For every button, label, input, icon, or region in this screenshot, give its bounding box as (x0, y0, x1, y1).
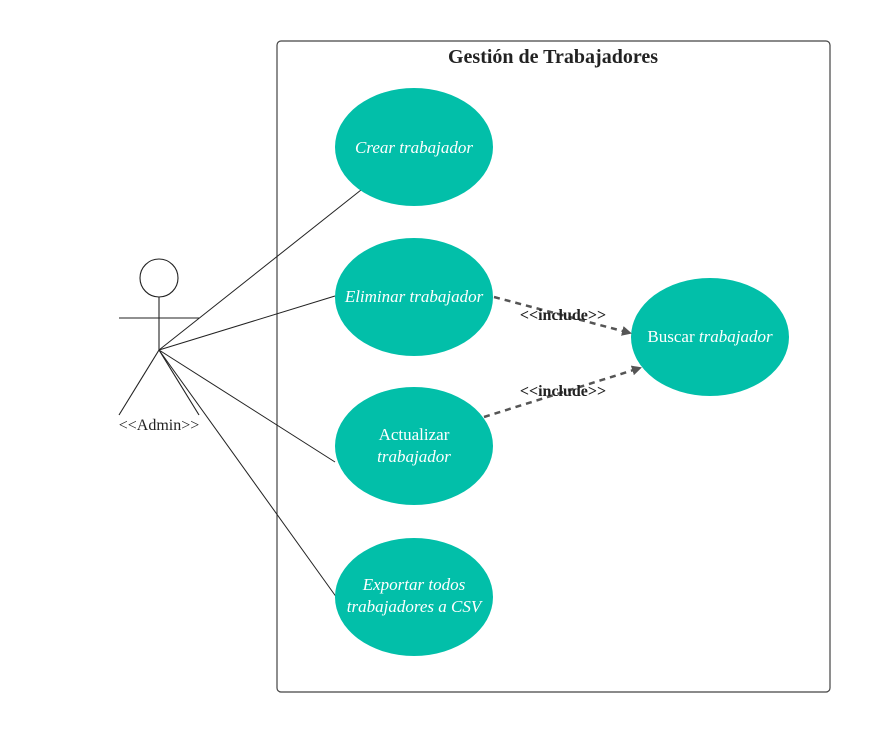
use-case-buscar-label: Buscar trabajador (647, 327, 773, 346)
association-eliminar (158, 295, 336, 351)
include-label-eliminar: <<include>> (520, 307, 606, 324)
use-case-exportar-csv (335, 538, 493, 656)
use-case-buscar-label-plain: Buscar (647, 327, 698, 346)
use-case-buscar-trabajador (631, 278, 789, 396)
use-case-eliminar-label: Eliminar trabajador (344, 287, 484, 306)
actor-label: <<Admin>> (119, 417, 200, 434)
include-arrow-actualizar-buscar (483, 365, 642, 419)
admin-actor (118, 258, 200, 416)
use-case-eliminar-trabajador (335, 238, 493, 356)
system-title: Gestión de Trabajadores (448, 46, 658, 68)
association-crear (158, 189, 362, 351)
use-case-actualizar-trabajador (335, 387, 493, 505)
use-case-buscar-label-italic: trabajador (699, 327, 773, 346)
include-arrow-eliminar-buscar (493, 295, 632, 336)
use-case-exportar-label-line2: trabajadores a CSV (347, 597, 484, 616)
use-case-actualizar-label-line2: trabajador (377, 447, 451, 466)
actor-left-leg (118, 349, 160, 416)
association-exportar (158, 349, 338, 599)
use-case-crear-trabajador (335, 88, 493, 206)
actor-head (139, 258, 179, 298)
include-label-actualizar: <<include>> (520, 383, 606, 400)
use-case-actualizar-label-line1: Actualizar (379, 425, 450, 444)
use-case-crear-label: Crear trabajador (355, 138, 473, 157)
use-case-exportar-label-line1: Exportar todos (362, 575, 466, 594)
association-actualizar (158, 349, 336, 463)
actor-right-leg (158, 349, 200, 416)
